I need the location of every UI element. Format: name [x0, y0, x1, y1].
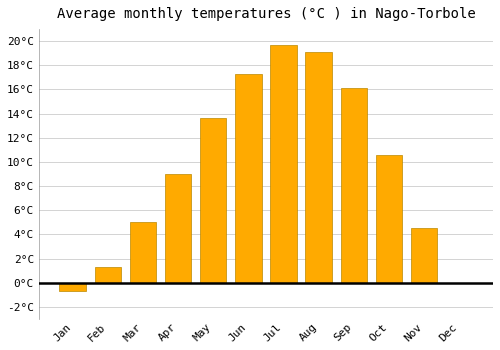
Bar — [270, 45, 296, 283]
Bar — [306, 52, 332, 283]
Bar — [200, 118, 226, 283]
Bar — [235, 74, 262, 283]
Bar — [376, 155, 402, 283]
Bar — [165, 174, 191, 283]
Title: Average monthly temperatures (°C ) in Nago-Torbole: Average monthly temperatures (°C ) in Na… — [56, 7, 476, 21]
Bar — [60, 283, 86, 291]
Bar — [94, 267, 121, 283]
Bar — [411, 228, 438, 283]
Bar — [130, 222, 156, 283]
Bar — [340, 88, 367, 283]
